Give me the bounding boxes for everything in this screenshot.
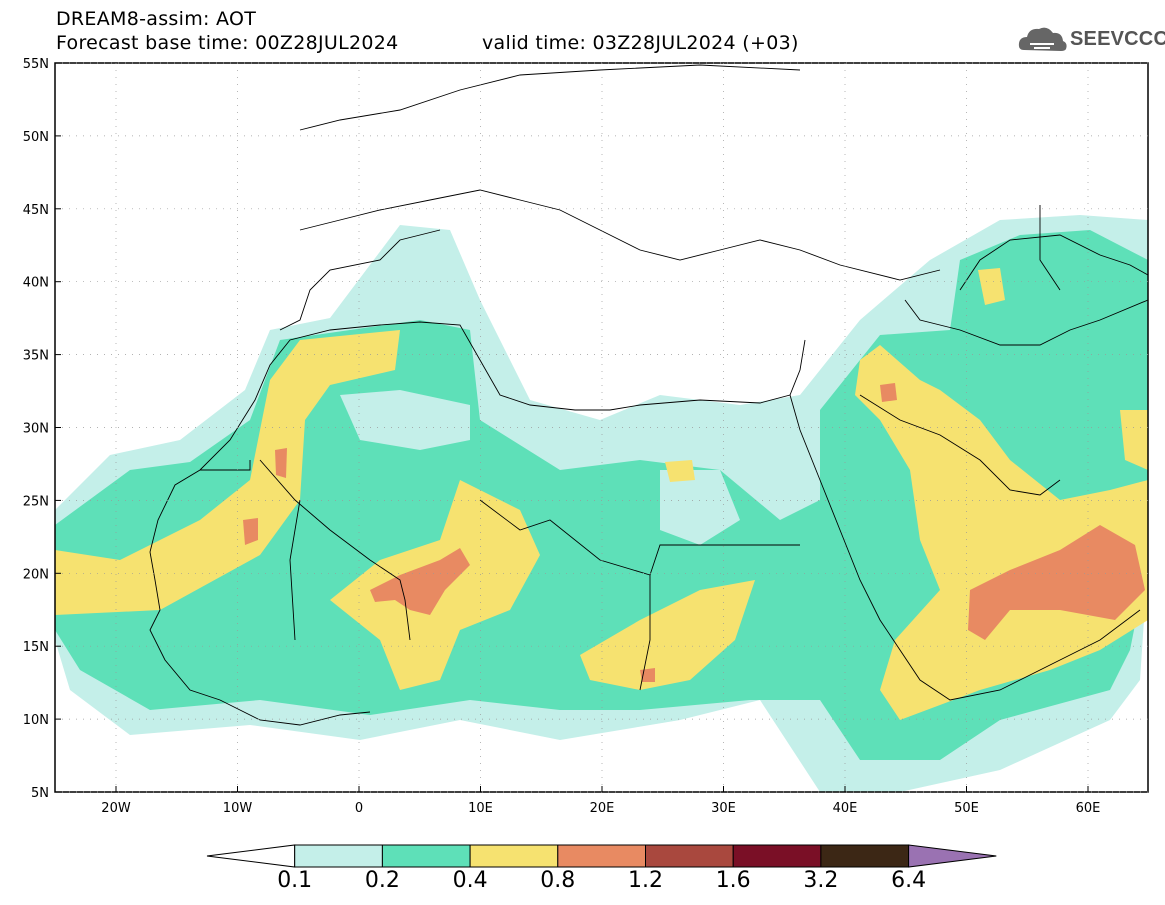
lat-label: 20N <box>23 567 49 582</box>
colorbar-segment <box>381 844 471 868</box>
colorbar-level-label: 0.1 <box>277 868 313 893</box>
lon-label: 30E <box>711 801 736 816</box>
lat-label: 35N <box>23 349 49 364</box>
colorbar <box>206 844 997 868</box>
aot-field <box>55 215 1148 792</box>
lat-label: 55N <box>23 57 49 72</box>
map-title: DREAM8-assim: AOT <box>56 8 257 30</box>
cloud-icon <box>1018 27 1067 51</box>
lon-label: 40E <box>833 801 858 816</box>
lat-label: 10N <box>23 713 49 728</box>
lat-label: 25N <box>23 494 49 509</box>
lat-label: 40N <box>23 276 49 291</box>
logo-text: SEEVCCC <box>1070 28 1165 50</box>
colorbar-segment <box>294 844 383 868</box>
colorbar-level-label: 1.2 <box>628 868 663 893</box>
lat-label: 45N <box>23 203 49 218</box>
colorbar-level-label: 0.2 <box>364 868 400 893</box>
lon-label: 0 <box>355 801 363 816</box>
lon-label: 20W <box>101 801 131 816</box>
lat-label: 15N <box>23 640 49 655</box>
coastlines <box>149 64 1148 726</box>
colorbar-level-label: 0.8 <box>540 868 576 893</box>
colorbar-over-arrow <box>908 844 997 868</box>
lon-label: 50E <box>954 801 979 816</box>
forecast-base-time: Forecast base time: 00Z28JUL2024 <box>56 32 399 54</box>
seevccc-logo: SEEVCCC <box>1016 22 1165 58</box>
colorbar-under-arrow <box>206 844 296 868</box>
lon-label: 60E <box>1076 801 1101 816</box>
graticule <box>55 62 1148 793</box>
colorbar-segment <box>469 844 559 868</box>
colorbar-level-label: 0.4 <box>452 868 488 893</box>
valid-time: valid time: 03Z28JUL2024 (+03) <box>482 32 799 54</box>
colorbar-level-label: 6.4 <box>891 868 927 893</box>
lon-label: 20E <box>590 801 615 816</box>
colorbar-level-label: 3.2 <box>803 868 839 893</box>
colorbar-segment <box>645 844 734 868</box>
colorbar-segment <box>820 844 910 868</box>
lat-label: 50N <box>23 130 49 145</box>
colorbar-level-label: 1.6 <box>715 868 751 893</box>
lon-label: 10W <box>223 801 253 816</box>
axis-ticks: 55N 50N 45N 40N 35N 30N 25N 20N 15N 10N 5N 20W 10W 0 1… <box>23 57 1101 816</box>
lat-label: 30N <box>23 422 49 437</box>
colorbar-segment <box>732 844 822 868</box>
lat-label: 5N <box>31 786 49 801</box>
colorbar-segment <box>557 844 646 868</box>
lon-label: 10E <box>468 801 493 816</box>
